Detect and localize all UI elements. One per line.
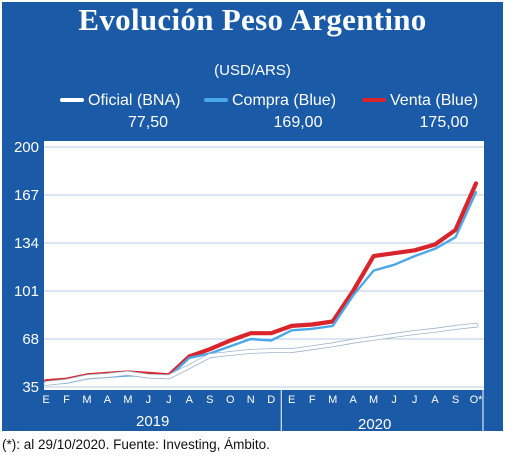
legend-swatch-venta bbox=[362, 97, 386, 102]
x-tick-label: E bbox=[288, 394, 295, 406]
legend-label-venta: Venta (Blue) bbox=[390, 92, 479, 109]
x-tick-label: E bbox=[42, 394, 49, 406]
chart-subtitle: (USD/ARS) bbox=[214, 62, 291, 79]
x-tick-label: N bbox=[247, 394, 255, 406]
x-tick-label: M bbox=[123, 394, 132, 406]
legend-item-oficial: Oficial (BNA) bbox=[60, 92, 180, 110]
x-tick-label: D bbox=[267, 394, 275, 406]
legend-swatch-oficial bbox=[60, 97, 84, 102]
x-tick-label: A bbox=[431, 394, 439, 406]
y-tick-label: 167 bbox=[14, 187, 39, 204]
x-tick-label: M bbox=[369, 394, 378, 406]
legend-swatch-compra bbox=[204, 97, 228, 102]
x-tick-label: O bbox=[226, 394, 235, 406]
legend-label-compra: Compra (Blue) bbox=[232, 92, 337, 109]
x-tick-label: M bbox=[82, 394, 91, 406]
legend-value-compra: 169,00 bbox=[273, 114, 323, 131]
year-label-2020: 2020 bbox=[358, 416, 392, 433]
x-tick-label: M bbox=[328, 394, 337, 406]
legend-item-venta: Venta (Blue) bbox=[362, 92, 478, 110]
x-tick-label: A bbox=[186, 394, 194, 406]
legend-value-venta: 175,00 bbox=[419, 114, 469, 131]
x-tick-label: J bbox=[146, 394, 152, 406]
year-label-2019: 2019 bbox=[136, 413, 170, 430]
y-tick-label: 134 bbox=[14, 235, 39, 252]
x-tick-label: F bbox=[63, 394, 70, 406]
x-tick-label: J bbox=[391, 394, 397, 406]
x-tick-label: A bbox=[104, 394, 112, 406]
chart-title: Evolución Peso Argentino bbox=[78, 2, 427, 37]
y-tick-label: 68 bbox=[22, 331, 39, 348]
y-tick-label: 101 bbox=[14, 283, 39, 300]
legend-label-oficial: Oficial (BNA) bbox=[88, 92, 181, 109]
legend-item-compra: Compra (Blue) bbox=[204, 92, 336, 110]
x-tick-label: F bbox=[309, 394, 316, 406]
x-tick-label: S bbox=[452, 394, 459, 406]
x-tick-label: J bbox=[166, 394, 172, 406]
x-tick-label: J bbox=[412, 394, 418, 406]
x-tick-label: A bbox=[349, 394, 357, 406]
series-line-oficial bbox=[44, 323, 478, 385]
series-line-compra bbox=[44, 190, 478, 386]
footnote: (*): al 29/10/2020. Fuente: Investing, Á… bbox=[2, 437, 270, 452]
y-tick-label: 35 bbox=[22, 379, 39, 396]
legend-value-oficial: 77,50 bbox=[127, 114, 169, 131]
x-tick-label: S bbox=[206, 394, 213, 406]
y-tick-label: 200 bbox=[14, 139, 39, 156]
x-tick-label: O* bbox=[470, 394, 484, 406]
